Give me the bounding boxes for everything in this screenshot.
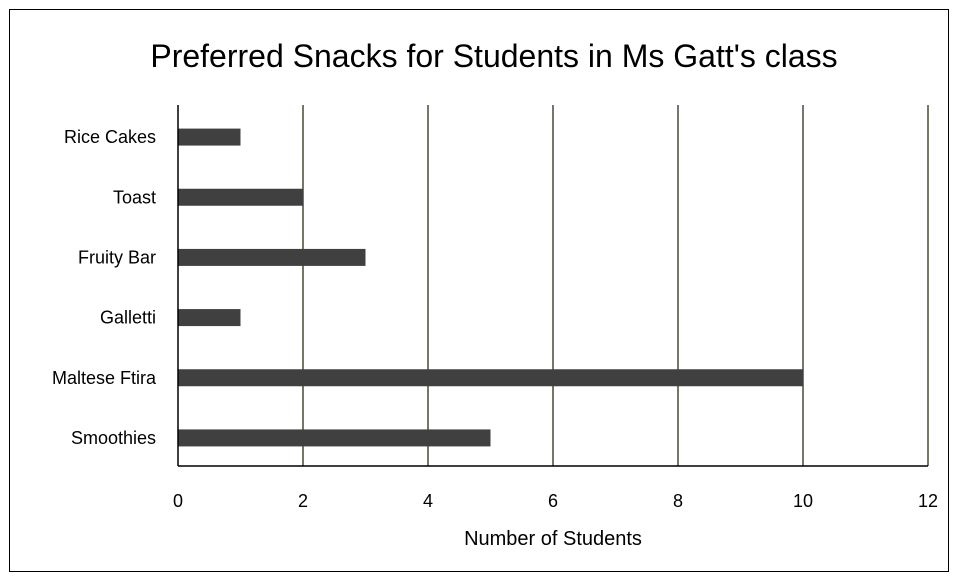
- x-tick-label-4: 4: [423, 491, 433, 511]
- bar-fruity-bar: [178, 248, 366, 266]
- bar-smoothies: [178, 429, 491, 447]
- x-tick-label-8: 8: [673, 491, 683, 511]
- x-tick-label-2: 2: [298, 491, 308, 511]
- x-tick-labels: 0 2 4 6 8 10 12: [173, 491, 938, 511]
- bars: [178, 128, 803, 447]
- x-tick-label-10: 10: [793, 491, 813, 511]
- category-label-smoothies: Smoothies: [71, 428, 156, 448]
- chart-title: Preferred Snacks for Students in Ms Gatt…: [150, 38, 837, 74]
- chart-frame: [9, 9, 949, 572]
- category-label-fruity-bar: Fruity Bar: [78, 247, 156, 267]
- bar-rice-cakes: [178, 128, 241, 146]
- bar-maltese-ftira: [178, 369, 803, 387]
- x-axis-title: Number of Students: [464, 528, 642, 550]
- axes: [177, 105, 928, 467]
- x-tick-label-0: 0: [173, 491, 183, 511]
- bar-galletti: [178, 309, 241, 327]
- x-tick-label-12: 12: [918, 491, 938, 511]
- category-label-rice-cakes: Rice Cakes: [64, 127, 156, 147]
- category-label-galletti: Galletti: [100, 308, 156, 328]
- gridlines: [302, 105, 929, 466]
- category-labels: Rice Cakes Toast Fruity Bar Galletti Maltese…: [52, 127, 157, 448]
- category-label-toast: Toast: [113, 187, 156, 207]
- x-tick-label-6: 6: [548, 491, 558, 511]
- category-label-maltese-ftira: Maltese Ftira: [52, 368, 157, 388]
- bar-toast: [178, 188, 303, 206]
